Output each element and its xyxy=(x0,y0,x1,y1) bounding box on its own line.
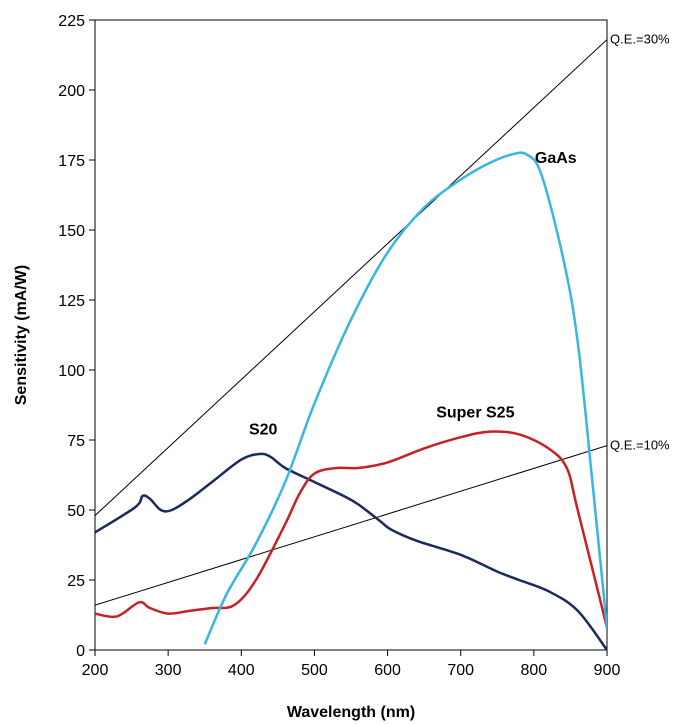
series-label-gaas: GaAs xyxy=(535,150,577,167)
qe-reference-label: Q.E.=10% xyxy=(610,438,670,453)
qe-reference-line xyxy=(95,445,607,606)
y-tick-label: 225 xyxy=(58,13,85,30)
series-label-s20: S20 xyxy=(249,421,278,438)
x-tick-label: 200 xyxy=(82,662,109,679)
plot-area-frame xyxy=(94,19,608,651)
x-tick-label: 600 xyxy=(374,662,401,679)
x-tick-label: 400 xyxy=(228,662,255,679)
y-tick-label: 175 xyxy=(58,153,85,170)
y-tick-label: 50 xyxy=(67,503,85,520)
x-tick-label: 300 xyxy=(155,662,182,679)
series-labels: S20 Super S25 GaAs xyxy=(249,150,577,439)
series-line-s20 xyxy=(95,452,607,650)
qe-reference-line xyxy=(95,39,607,516)
y-axis-ticks: 0 25 50 75 100 125 150 175 200 225 xyxy=(58,13,95,660)
series-line-super-s25 xyxy=(95,430,607,628)
y-tick-label: 125 xyxy=(58,293,85,310)
x-tick-label: 800 xyxy=(521,662,548,679)
y-tick-label: 100 xyxy=(58,363,85,380)
series-lines xyxy=(95,151,607,650)
x-axis-title: Wavelength (nm) xyxy=(287,704,415,721)
reference-lines xyxy=(95,39,607,606)
x-tick-label: 900 xyxy=(594,662,621,679)
y-tick-label: 75 xyxy=(67,433,85,450)
y-tick-label: 200 xyxy=(58,83,85,100)
y-tick-label: 0 xyxy=(76,643,85,660)
x-tick-label: 500 xyxy=(301,662,328,679)
series-line-gaas xyxy=(203,151,607,645)
y-axis-title: Sensitivity (mA/W) xyxy=(13,265,30,405)
series-label-super-s25: Super S25 xyxy=(436,405,514,422)
x-axis-ticks: 200 300 400 500 600 700 800 900 xyxy=(82,650,621,679)
y-tick-label: 25 xyxy=(67,573,85,590)
y-tick-label: 150 xyxy=(58,223,85,240)
x-tick-label: 700 xyxy=(447,662,474,679)
reference-labels: Q.E.=30% Q.E.=10% xyxy=(610,32,670,453)
qe-reference-label: Q.E.=30% xyxy=(610,32,670,47)
